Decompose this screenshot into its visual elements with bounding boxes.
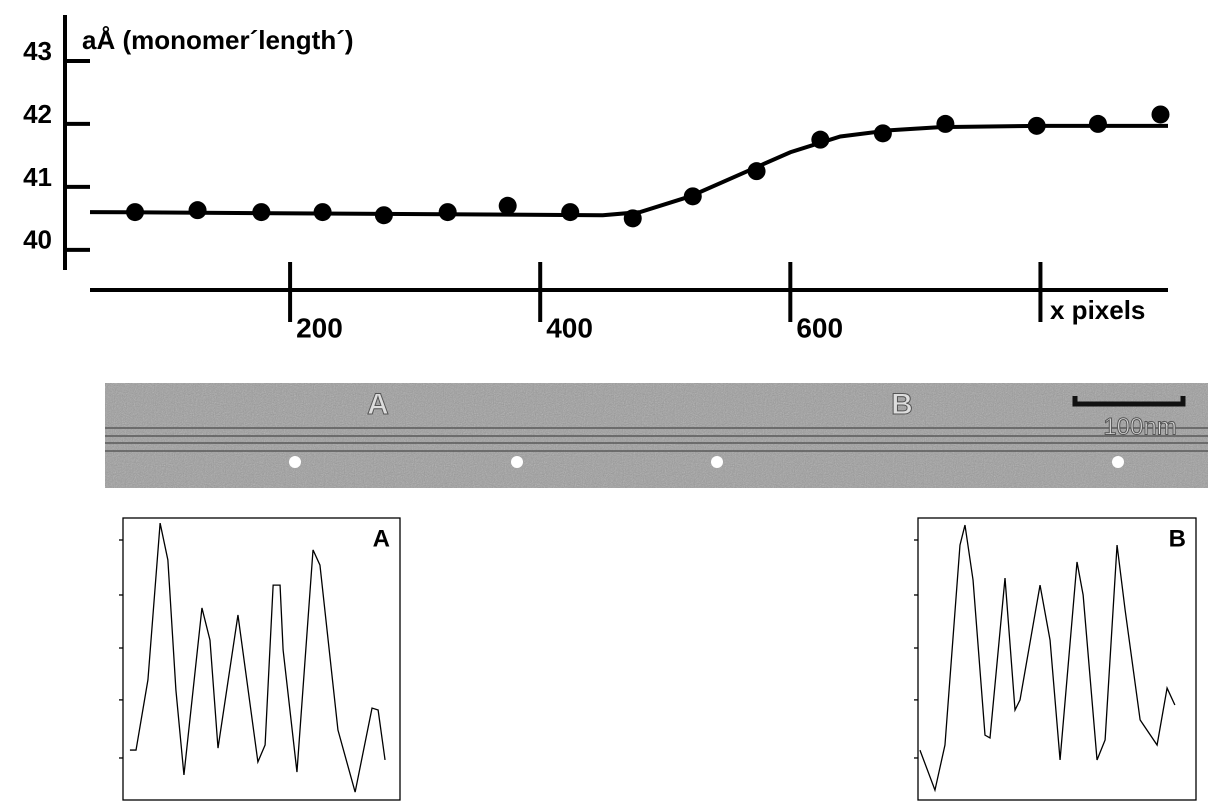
y-tick-label: 40 [23,225,52,255]
y-tick-label: 42 [23,99,52,129]
plot-frame [122,517,401,801]
scale-bar-label: 100nm [1103,413,1176,440]
panel-label: B [1169,525,1186,552]
point [936,114,955,133]
x-tick-label: 600 [796,312,843,343]
point [561,203,580,222]
point [188,201,207,220]
y-axis-label: aÅ (monomer´length´) [82,25,354,55]
panel-label: A [373,525,390,552]
point [438,203,457,222]
markers [289,456,1124,468]
point [498,196,517,215]
x-tick-label: 200 [296,312,343,343]
y-tick-label: 43 [23,36,52,66]
image-label: A [367,388,389,421]
y-tick-label: 41 [23,162,52,192]
x-axis-label: x pixels [1050,295,1145,325]
scale-bar [1072,396,1186,407]
line [919,524,1176,793]
image-label: B [891,388,913,421]
line [89,123,1168,218]
line [135,114,1160,218]
point [1151,105,1170,124]
line [129,522,386,793]
filament [105,427,1208,452]
plot-frame [917,517,1197,801]
x-tick-label: 400 [546,312,593,343]
micrograph: A B 100nm [105,383,1208,488]
